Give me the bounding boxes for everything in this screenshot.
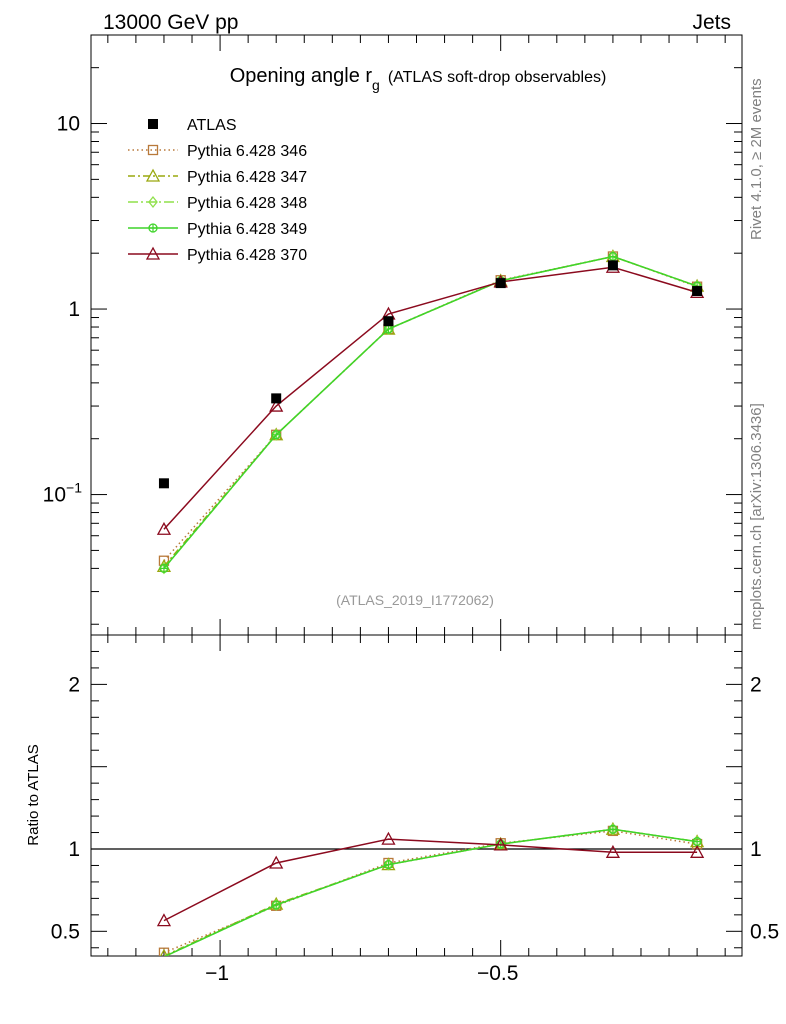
ratio-marker-p370 (690, 844, 705, 858)
legend-label: Pythia 6.428 348 (187, 195, 307, 212)
series-p347-main (156, 249, 705, 573)
main-y-tick-label-base: 1 (68, 298, 80, 321)
legend-entry-atlas: ATLAS (148, 117, 237, 134)
main-y-tick-label-base: 10 (43, 484, 66, 507)
ratio-marker-p348 (495, 838, 506, 851)
ratio-line-p349 (163, 828, 698, 956)
series-p370-main (156, 259, 705, 535)
chart-title-extra: (ATLAS soft-drop observables) (388, 69, 606, 86)
legend-marker (148, 119, 158, 129)
ratio-marker-p370 (605, 844, 621, 858)
series-atlas-main (158, 260, 703, 489)
legend-marker (148, 195, 158, 209)
series-marker-p349 (383, 324, 394, 334)
rivet-label: Rivet 4.1.0, ≥ 2M events (748, 78, 765, 240)
series-p346-ratio (158, 825, 703, 956)
series-marker-p348 (159, 562, 169, 575)
series-marker-atlas (158, 478, 169, 489)
header-right-label: Jets (692, 11, 731, 34)
main-y-tick-label-base: 10 (57, 113, 80, 136)
series-p347-ratio (159, 821, 705, 956)
series-marker-atlas (271, 393, 282, 404)
main-y-tick-label: 10−1 (43, 480, 83, 507)
legend-marker (147, 144, 159, 156)
ratio-marker-p348 (608, 823, 618, 836)
ratio-marker-p370 (156, 913, 172, 927)
series-p348-ratio (163, 823, 702, 956)
series-p349-ratio (163, 824, 702, 956)
ratio-line-p347 (163, 828, 698, 956)
series-p348-main (159, 250, 702, 575)
series-marker-atlas (495, 278, 506, 289)
legend-marker (145, 168, 161, 182)
ratio-marker-p349 (608, 824, 618, 834)
series-marker-atlas (692, 286, 703, 297)
chart-title-main: Opening angle r (230, 65, 373, 87)
legend-label: Pythia 6.428 370 (187, 247, 307, 264)
ratio-marker-p370 (493, 837, 508, 851)
series-line-p347 (163, 255, 698, 567)
legend-entry-p348: Pythia 6.428 348 (128, 195, 307, 212)
ratio-y-tick-label-left: 2 (68, 673, 80, 696)
header-left-label: 13000 GeV pp (103, 11, 238, 34)
series-line-p370 (163, 266, 698, 530)
series-line-p348 (163, 255, 698, 569)
ratio-marker-p346 (158, 947, 170, 956)
legend-marker (145, 246, 161, 260)
ratio-y-tick-label-right: 0.5 (750, 920, 779, 943)
legend-entry-p349: Pythia 6.428 349 (128, 221, 307, 238)
ratio-marker-p370 (381, 831, 396, 845)
series-marker-p349 (608, 251, 618, 262)
chart-title-sub: g (372, 77, 380, 93)
main-y-tick-label-exp: −1 (66, 480, 82, 496)
ratio-y-tick-label-right: 1 (750, 838, 762, 861)
series-marker-p349 (159, 563, 169, 574)
legend: ATLAS Pythia 6.428 346 Pythia 6.428 347 Pyt… (128, 117, 307, 264)
ratio-y-tick-label-left: 1 (68, 838, 80, 861)
legend-entry-p370: Pythia 6.428 370 (128, 246, 307, 264)
ratio-marker-p370 (269, 855, 284, 869)
legend-marker (148, 223, 158, 233)
ratio-y-tick-label-left: 0.5 (51, 920, 80, 943)
axis-ticks (91, 34, 742, 956)
ratio-line-p370 (163, 838, 698, 922)
chart-title: Opening angle rg (ATLAS soft-drop observa… (230, 65, 607, 93)
ratio-axis-label: Ratio to ATLAS (25, 744, 42, 845)
analysis-label: (ATLAS_2019_I1772062) (336, 592, 494, 608)
series-marker-p370 (156, 521, 172, 535)
legend-label: Pythia 6.428 347 (187, 169, 307, 186)
series-p346-main (158, 251, 703, 566)
legend-entry-p346: Pythia 6.428 346 (128, 143, 307, 160)
series-marker-atlas (607, 260, 618, 271)
mcplots-label: mcplots.cern.ch [arXiv:1306.3436] (748, 403, 765, 630)
series-line-p349 (163, 255, 698, 569)
series-marker-p370 (269, 398, 284, 412)
series-line-p346 (163, 255, 698, 562)
legend-label: ATLAS (187, 117, 237, 134)
series-group (156, 249, 705, 956)
legend-label: Pythia 6.428 346 (187, 143, 307, 160)
ratio-y-tick-label-right: 2 (750, 673, 762, 696)
legend-label: Pythia 6.428 349 (187, 221, 307, 238)
series-p370-ratio (156, 831, 705, 927)
ratio-line-p348 (163, 828, 698, 956)
ratio-marker-p349 (271, 900, 281, 910)
x-tick-label: −0.5 (477, 962, 518, 985)
main-y-tick-label: 10 (57, 113, 80, 136)
legend-entry-p347: Pythia 6.428 347 (128, 168, 307, 186)
series-marker-p349 (271, 430, 281, 440)
series-marker-atlas (383, 316, 394, 327)
x-tick-label: −1 (205, 962, 229, 985)
series-p349-main (159, 251, 702, 574)
ratio-marker-p348 (383, 858, 394, 871)
ratio-marker-p349 (692, 836, 702, 847)
ratio-marker-p349 (383, 859, 394, 870)
ratio-line-p346 (163, 830, 698, 954)
main-y-tick-label: 1 (68, 298, 80, 321)
